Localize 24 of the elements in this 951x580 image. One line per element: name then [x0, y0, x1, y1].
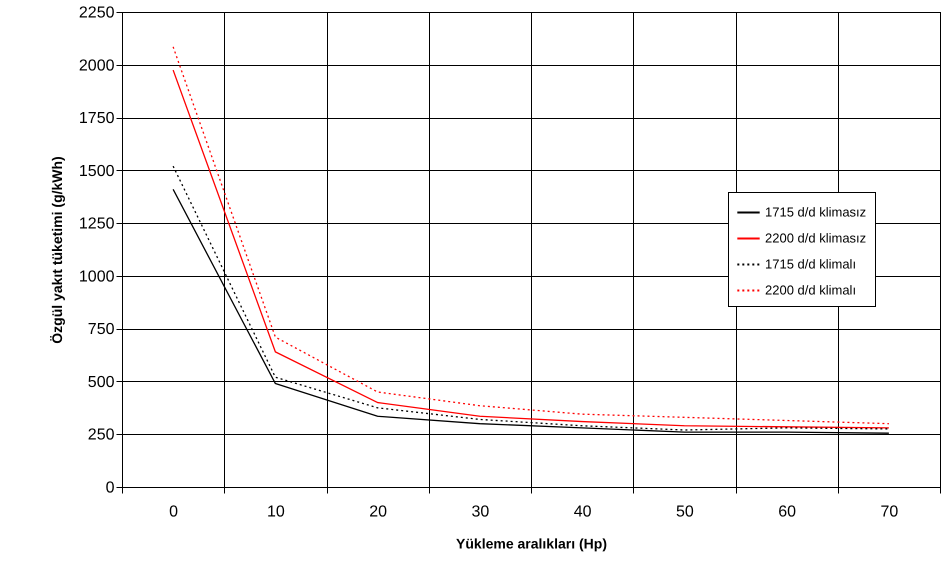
- y-tick-label: 1500: [78, 162, 115, 180]
- y-tick-label: 2250: [78, 4, 115, 22]
- y-tick-label: 500: [88, 374, 115, 391]
- legend-label: 1715 d/d klimasız: [765, 204, 866, 220]
- x-tick-label: 70: [880, 504, 898, 520]
- y-axis-title: Özgül yakıt tüketimi (g/kWh): [48, 156, 65, 344]
- y-tick-label: 750: [88, 321, 115, 338]
- x-tick-label: 0: [169, 504, 178, 520]
- y-tick-label: 2000: [78, 57, 115, 74]
- y-tick-label: 250: [88, 426, 115, 444]
- x-tick-label: 30: [471, 504, 490, 520]
- legend-label: 2200 d/d klimasız: [765, 230, 866, 246]
- y-tick-label: 1000: [78, 268, 115, 286]
- x-tick-label: 50: [676, 504, 694, 520]
- x-tick-label: 60: [778, 504, 796, 520]
- x-tick-label: 10: [266, 504, 285, 520]
- legend-label: 2200 d/d klimalı: [765, 282, 856, 298]
- x-tick-label: 40: [574, 504, 592, 520]
- y-tick-label: 1250: [78, 216, 115, 233]
- y-tick-label: 1750: [78, 110, 115, 128]
- x-tick-label: 20: [369, 504, 388, 520]
- legend-label: 1715 d/d klimalı: [765, 256, 856, 272]
- x-axis-title: Yükleme aralıkları (Hp): [456, 536, 607, 552]
- y-tick-label: 0: [106, 480, 115, 496]
